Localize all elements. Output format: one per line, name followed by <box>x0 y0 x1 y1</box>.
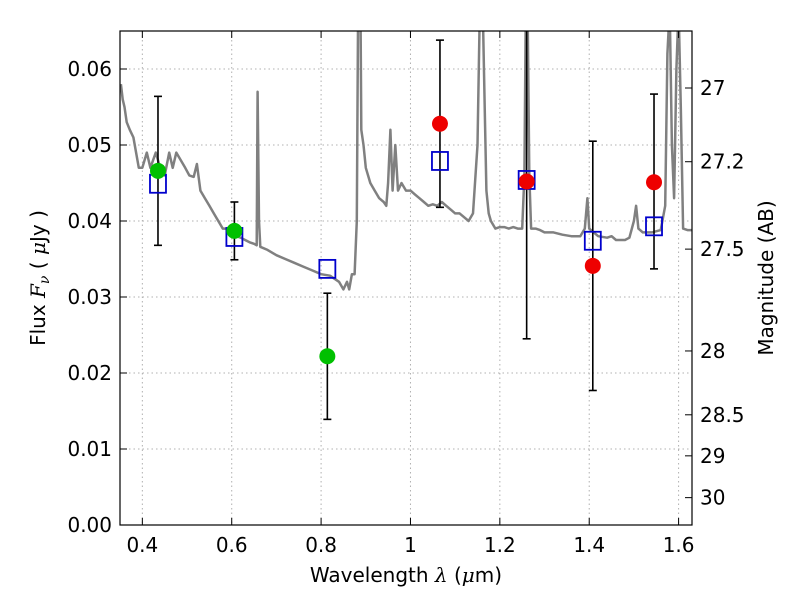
x-tick-label: 0.4 <box>126 533 158 557</box>
y-tick-label: 0.00 <box>67 513 112 537</box>
plot-frame <box>119 30 693 526</box>
y-tick-label: 0.04 <box>67 209 112 233</box>
x-tick-label: 1.4 <box>573 533 605 557</box>
model-square <box>645 216 663 237</box>
red-data-point <box>584 257 601 274</box>
y2-tick-label: 30 <box>700 486 725 510</box>
x-tick-label: 1.6 <box>663 533 695 557</box>
points-layer <box>149 115 663 365</box>
x-axis-label: Wavelength λ (μm) <box>310 563 502 587</box>
model-square <box>318 258 337 279</box>
model-square <box>583 230 602 251</box>
y2-tick-label: 27 <box>700 76 725 100</box>
model-square <box>431 151 449 171</box>
red-data-point <box>518 173 535 190</box>
x-tick-label: 1 <box>404 533 417 557</box>
y2-tick-label: 28 <box>700 339 725 363</box>
y2-tick-label: 27.5 <box>700 237 745 261</box>
y-tick-label: 0.02 <box>67 361 112 385</box>
red-data-point <box>431 115 448 132</box>
y-tick-label: 0.01 <box>67 437 112 461</box>
spectrum-layer <box>120 31 692 291</box>
y2-tick-label: 29 <box>700 444 725 468</box>
green-data-point <box>226 222 243 239</box>
green-data-point <box>319 348 336 365</box>
y-tick-label: 0.05 <box>67 133 112 157</box>
x-tick-label: 1.2 <box>484 533 516 557</box>
red-data-point <box>646 174 663 191</box>
y2-tick-label: 28.5 <box>700 403 745 427</box>
y-tick-label: 0.06 <box>67 57 112 81</box>
tick-layer: 0.4 0.6 0.8 1 1.2 1.4 1.6 0.00 0.01 0.02 0.03 0.04 0… <box>67 31 745 557</box>
y-tick-label: 0.03 <box>67 285 112 309</box>
y-axis-label: Flux Fν ( μJy ) <box>26 210 53 346</box>
y2-axis-label: Magnitude (AB) <box>754 200 778 355</box>
green-data-point <box>149 162 166 179</box>
x-tick-label: 0.8 <box>305 533 337 557</box>
x-tick-label: 0.6 <box>216 533 248 557</box>
y2-tick-label: 27.2 <box>700 150 745 174</box>
spectrum-line <box>120 31 692 291</box>
